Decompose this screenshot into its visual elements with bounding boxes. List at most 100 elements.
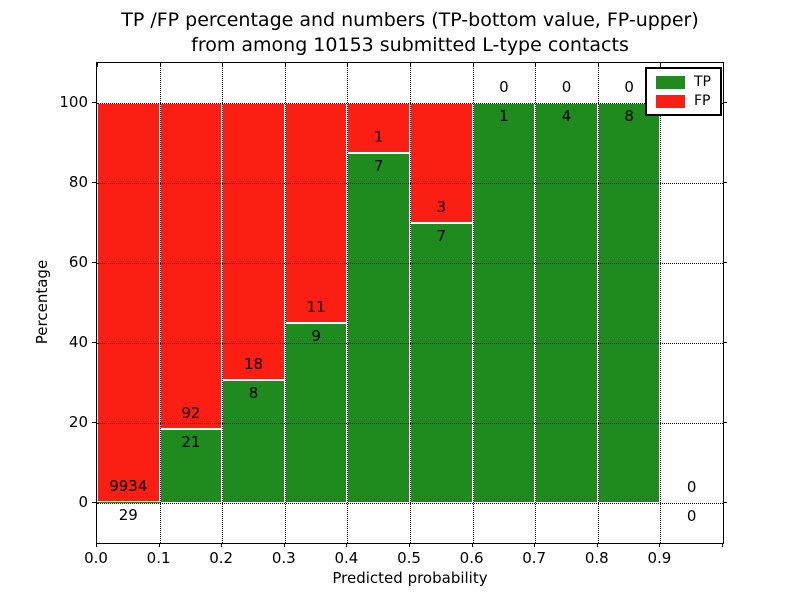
x-tick-mark-top	[347, 63, 349, 67]
tp-count-label: 8	[624, 107, 634, 125]
tp-count-label: 4	[561, 107, 572, 125]
x-tick-mark-top	[660, 63, 662, 67]
x-axis-label: Predicted probability	[332, 569, 488, 587]
x-tick-label: 0.1	[146, 549, 171, 567]
y-tick-mark-right	[723, 502, 727, 503]
tp-count-label: 21	[181, 432, 201, 451]
tp-bar-segment	[284, 323, 348, 503]
tp-bar-segment	[597, 103, 661, 503]
y-tick-mark	[92, 182, 96, 183]
y-gridline	[97, 503, 723, 504]
tp-bar-segment	[472, 103, 536, 503]
y-tick-label: 40	[68, 333, 88, 351]
x-gridline	[347, 63, 349, 543]
fp-count-label: 11	[306, 298, 326, 316]
x-tick-mark	[158, 543, 160, 547]
y-tick-mark-right	[723, 182, 727, 183]
fp-count-label: 1	[373, 128, 384, 146]
y-tick-label: 20	[68, 413, 88, 431]
y-tick-mark	[92, 102, 96, 103]
fp-bar-segment	[159, 103, 223, 429]
y-tick-mark-right	[723, 262, 727, 263]
y-gridline	[97, 183, 723, 184]
tp-count-label: 0	[686, 507, 697, 525]
x-tick-mark	[596, 543, 598, 547]
y-tick-mark-right	[723, 102, 727, 103]
x-tick-mark-top	[222, 63, 224, 67]
tp-legend-label: TP	[694, 74, 711, 90]
tp-count-label: 9	[311, 327, 321, 345]
fp-legend-label: FP	[694, 93, 711, 109]
x-tick-mark-top	[159, 63, 161, 67]
x-tick-mark	[722, 543, 723, 547]
fp-count-label: 0	[499, 78, 509, 96]
y-tick-mark	[92, 422, 96, 423]
x-gridline	[535, 63, 537, 543]
legend: TP FP	[645, 67, 722, 116]
tp-bar-segment	[410, 223, 473, 503]
fp-bar-segment	[97, 103, 160, 502]
fp-bar-segment	[284, 103, 348, 323]
plot-area: TP FP 9934 29 92 21 18 8 11 9 1 7 3 7 0 1 0 4 0 8 0 0	[96, 62, 724, 544]
tp-count-label: 29	[118, 505, 138, 524]
x-tick-label: 0.8	[584, 549, 609, 567]
x-tick-mark	[283, 543, 285, 547]
y-tick-mark-right	[723, 422, 727, 423]
x-gridline	[660, 63, 662, 543]
fp-bar-segment	[222, 103, 285, 380]
tp-bar-segment	[97, 501, 160, 503]
y-gridline	[97, 263, 723, 264]
x-gridline	[410, 63, 411, 543]
x-tick-mark-top	[472, 63, 474, 67]
fp-count-label: 18	[243, 354, 264, 373]
y-tick-label: 60	[68, 253, 88, 271]
fp-bar-segment	[410, 103, 473, 223]
fp-count-label: 92	[181, 403, 201, 422]
x-tick-mark-top	[284, 63, 286, 67]
x-tick-mark	[534, 543, 536, 547]
tp-count-label: 7	[373, 157, 384, 175]
tp-count-label: 8	[248, 383, 259, 402]
chart-title-line1: TP /FP percentage and numbers (TP-bottom…	[121, 9, 699, 31]
tp-bar-segment	[535, 103, 598, 503]
x-gridline	[472, 63, 474, 543]
x-tick-label: 0.5	[397, 549, 421, 567]
x-tick-mark	[221, 543, 223, 547]
x-tick-mark-top	[97, 63, 98, 67]
chart-title: TP /FP percentage and numbers (TP-bottom…	[96, 8, 724, 58]
fp-count-label: 3	[436, 198, 447, 216]
fp-count-label: 9934	[109, 476, 148, 495]
y-gridline	[97, 423, 723, 424]
x-tick-label: 0.3	[271, 549, 296, 567]
x-gridline	[159, 63, 161, 543]
fp-legend-swatch	[656, 94, 685, 108]
y-tick-label: 80	[68, 173, 88, 191]
fp-count-label: 0	[686, 478, 697, 496]
x-tick-label: 0.7	[522, 549, 547, 567]
x-tick-mark	[96, 543, 97, 547]
x-tick-mark	[659, 543, 661, 547]
x-tick-label: 0.6	[459, 549, 484, 567]
tp-bar-segment	[347, 153, 410, 503]
tp-count-label: 7	[436, 227, 447, 245]
x-tick-label: 0.0	[84, 549, 108, 567]
y-tick-label: 100	[59, 93, 88, 111]
y-tick-mark	[92, 262, 96, 263]
tp-count-label: 1	[499, 107, 509, 125]
x-tick-label: 0.9	[647, 549, 672, 567]
y-gridline	[97, 103, 723, 104]
x-gridline	[222, 63, 224, 543]
y-tick-mark	[92, 502, 96, 503]
tp-bar-segment	[159, 428, 223, 503]
x-tick-mark	[409, 543, 410, 547]
x-tick-mark	[346, 543, 348, 547]
x-tick-mark-top	[535, 63, 537, 67]
x-tick-mark	[471, 543, 473, 547]
x-tick-label: 0.4	[334, 549, 359, 567]
x-tick-mark-top	[410, 63, 411, 67]
y-tick-mark-right	[723, 342, 727, 343]
legend-item-fp: FP	[656, 94, 711, 108]
x-gridline	[284, 63, 286, 543]
y-tick-label: 0	[78, 493, 88, 511]
